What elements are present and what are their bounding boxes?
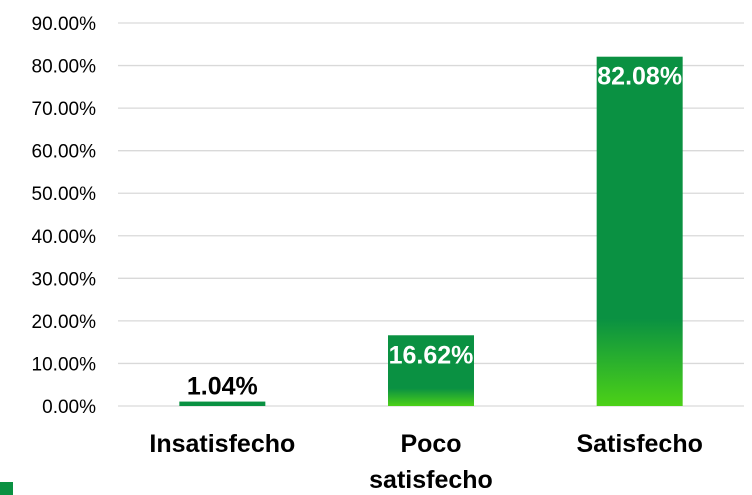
- y-tick-label: 10.00%: [32, 354, 97, 375]
- bar: [179, 401, 266, 406]
- data-label: 1.04%: [187, 373, 258, 401]
- category-label-line: Insatisfecho: [149, 430, 295, 458]
- category-label: Satisfecho: [576, 430, 702, 458]
- bar: [596, 56, 683, 406]
- legend-swatch: [0, 482, 13, 495]
- category-label-line: Satisfecho: [576, 430, 702, 458]
- data-labels: 1.04% 16.62% 82.08%: [187, 63, 682, 401]
- data-label: 16.62%: [389, 341, 474, 369]
- y-tick-label: 90.00%: [32, 14, 97, 35]
- y-tick-label: 50.00%: [32, 184, 97, 205]
- category-label-line: Poco: [400, 430, 461, 458]
- y-tick-label: 30.00%: [32, 269, 97, 290]
- category-label: Insatisfecho: [149, 430, 295, 458]
- y-tick-label: 40.00%: [32, 227, 97, 248]
- y-tick-label: 80.00%: [32, 57, 97, 78]
- category-label-line: satisfecho: [369, 466, 493, 494]
- bar: [388, 335, 474, 406]
- data-label: 82.08%: [597, 63, 682, 91]
- category-label: Poco satisfecho: [369, 430, 493, 494]
- y-tick-label: 70.00%: [32, 99, 97, 120]
- bars: [179, 56, 683, 406]
- x-axis-category-labels: Insatisfecho Poco satisfecho Satisfecho: [149, 430, 702, 494]
- y-tick-label: 0.00%: [42, 397, 96, 418]
- gridlines: [118, 22, 744, 407]
- y-tick-label: 60.00%: [32, 142, 97, 163]
- y-tick-label: 20.00%: [32, 312, 97, 333]
- y-axis-tick-labels: 0.00% 10.00% 20.00% 30.00% 40.00% 50.00% 60.00…: [32, 14, 97, 418]
